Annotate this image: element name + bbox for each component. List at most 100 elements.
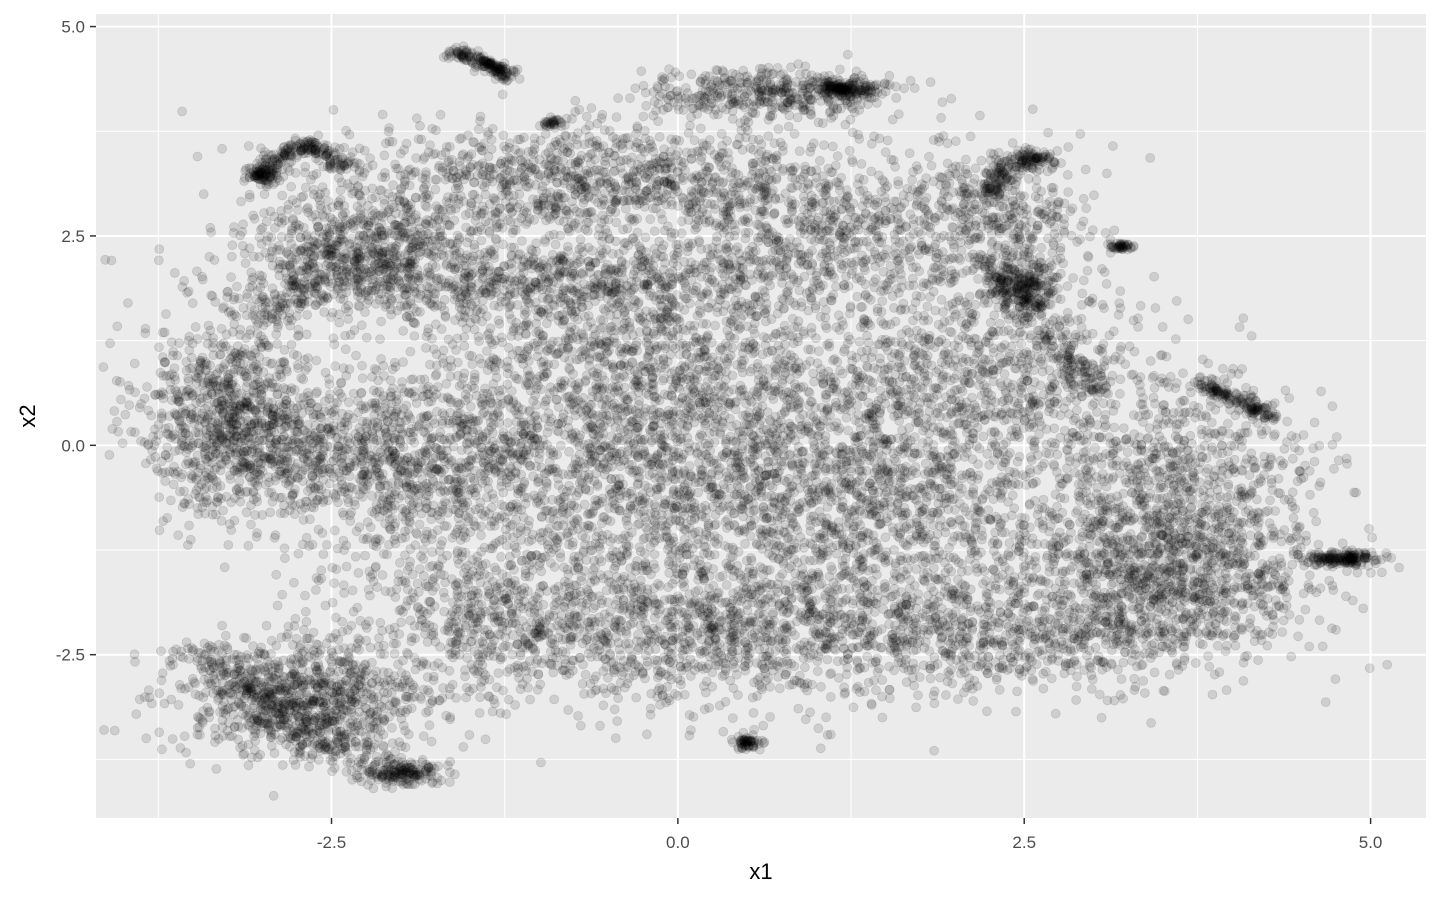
data-point [401,400,412,411]
data-point [265,432,276,443]
data-point [281,395,292,406]
data-point [105,338,115,349]
data-point [342,435,353,446]
data-point [586,103,597,113]
data-point [185,534,196,545]
data-point [463,130,473,141]
data-point [100,254,111,265]
data-point [343,444,354,455]
data-point [362,298,373,309]
data-point [252,467,263,478]
data-point [181,747,192,758]
data-point [141,733,152,744]
data-point [193,438,204,449]
data-point [608,158,619,169]
data-point [267,496,278,507]
data-point [266,635,277,646]
data-point [441,710,452,721]
data-point [302,353,313,364]
data-point [423,770,434,781]
data-point [279,215,290,226]
data-point [255,224,266,235]
data-point [319,307,330,318]
data-point [179,275,190,286]
data-point [594,165,605,176]
data-point [783,197,794,208]
data-point [174,415,185,426]
data-point [582,226,593,237]
data-point [328,105,339,115]
data-point [416,134,427,145]
data-point [250,172,261,183]
data-point [183,335,194,346]
data-point [584,120,595,131]
data-point [226,353,237,364]
data-point [334,317,345,328]
data-point [218,731,229,741]
data-point [98,362,109,372]
data-point [240,258,251,269]
data-point [298,191,309,202]
data-point [423,706,434,716]
data-point [143,440,154,451]
data-point [166,395,177,406]
data-point [839,84,849,95]
data-point [180,428,191,439]
data-point [562,147,572,158]
data-point [198,189,209,200]
data-point [354,143,365,154]
data-point [157,668,168,679]
data-point [289,243,300,254]
data-point [244,471,255,482]
data-point [109,406,120,416]
data-point [215,381,226,392]
data-point [464,730,475,740]
data-point [617,138,628,149]
data-point [206,227,217,238]
data-point [679,157,689,168]
data-point [300,364,311,375]
data-point [262,406,272,417]
data-point [398,325,409,336]
data-point [201,364,212,375]
data-point [244,243,255,254]
data-point [811,172,822,183]
data-point [253,457,264,468]
data-point [167,734,178,744]
data-point [174,338,185,349]
data-point [241,633,252,644]
data-point [129,358,140,369]
data-point [179,731,190,742]
data-point [273,240,284,251]
data-point [142,381,152,392]
data-point [384,136,395,147]
data-point [170,374,181,385]
data-point [401,778,412,789]
data-point [429,301,440,312]
data-point [543,147,554,158]
data-point [140,328,151,339]
data-point [409,331,420,342]
data-point [378,667,389,677]
data-point [604,125,615,136]
data-point [357,373,368,384]
data-point [291,659,302,669]
data-point [594,177,605,188]
data-point [347,774,358,785]
data-point [330,361,341,372]
data-point [186,473,197,484]
data-point [237,740,248,751]
data-point [286,339,297,350]
data-point [271,329,282,340]
data-point [311,409,322,420]
data-point [229,389,240,400]
data-point [315,431,326,442]
data-point [130,387,141,398]
data-point [203,410,214,420]
data-point [191,397,202,408]
data-point [351,350,361,361]
data-point [261,620,272,631]
data-point [398,442,409,452]
data-point [160,423,171,434]
data-point [117,438,128,449]
